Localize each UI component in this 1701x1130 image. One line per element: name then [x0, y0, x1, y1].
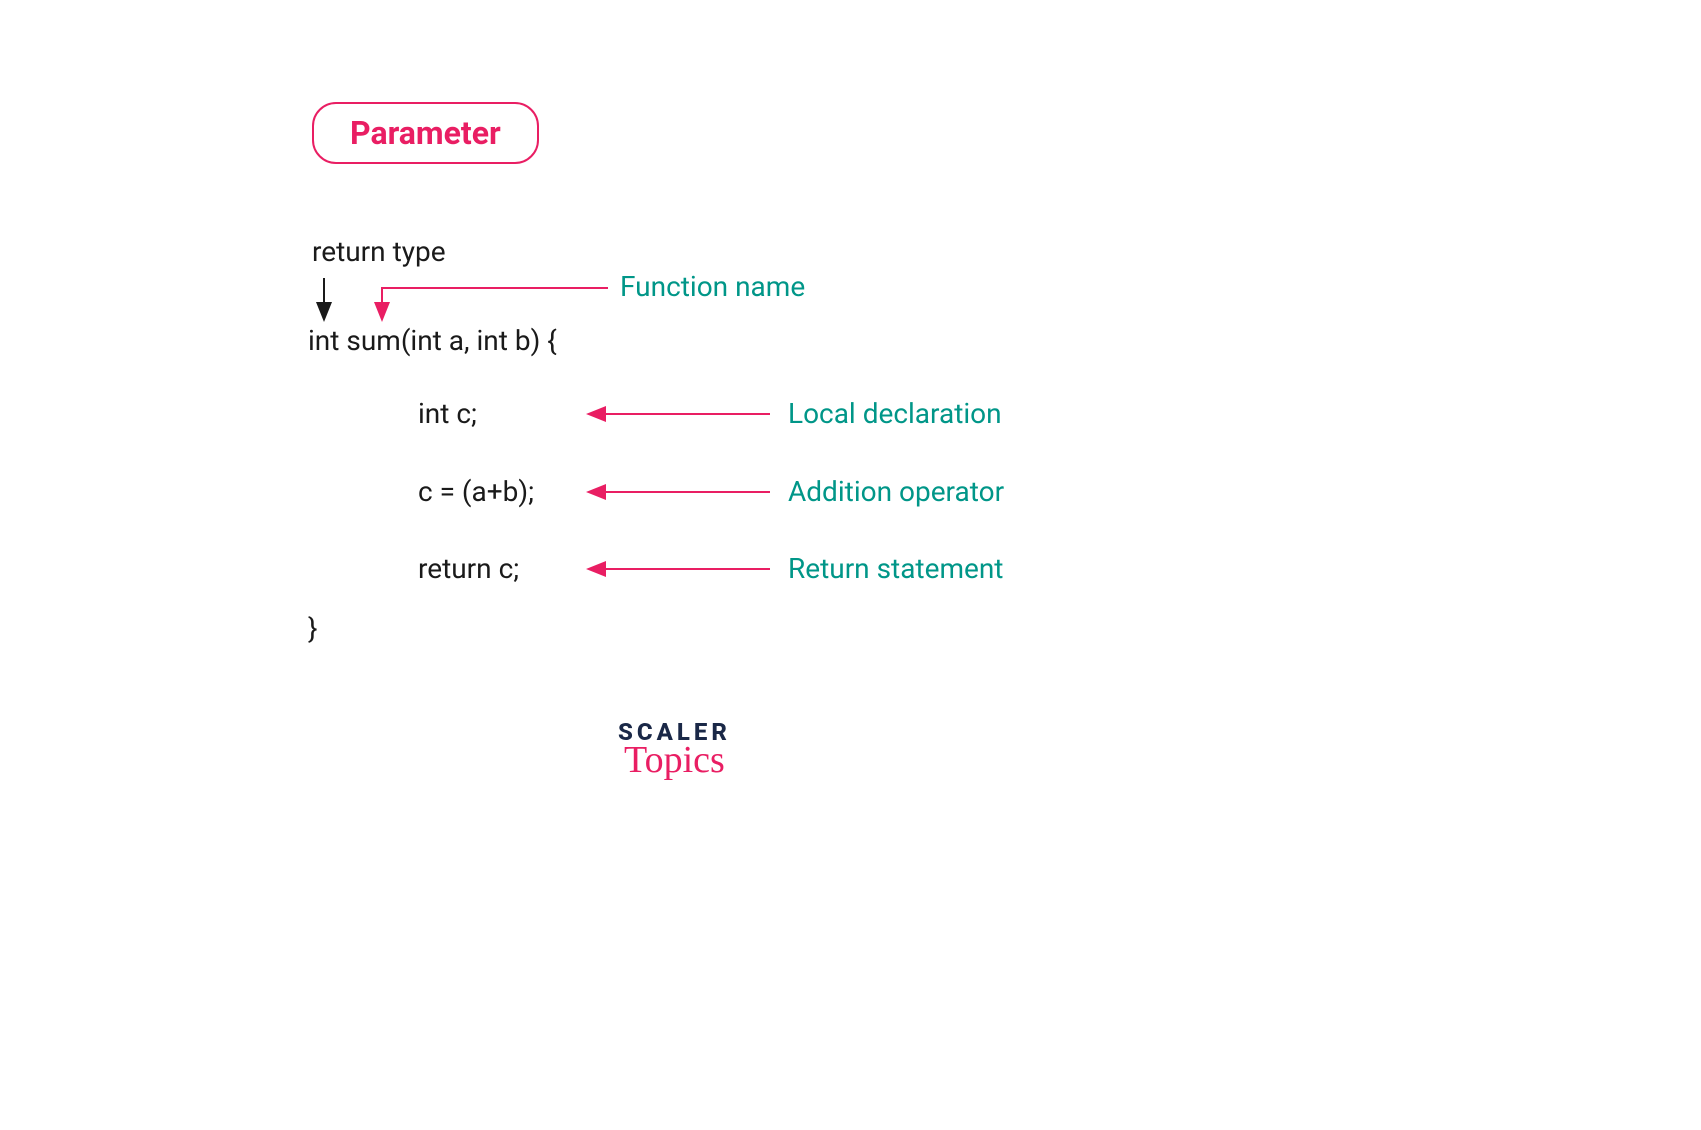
- logo-bottom-text: Topics: [618, 738, 731, 782]
- arrows-layer: [0, 0, 1701, 1130]
- scaler-logo: SCALER Topics: [618, 718, 731, 782]
- function-name-arrow: [382, 288, 608, 318]
